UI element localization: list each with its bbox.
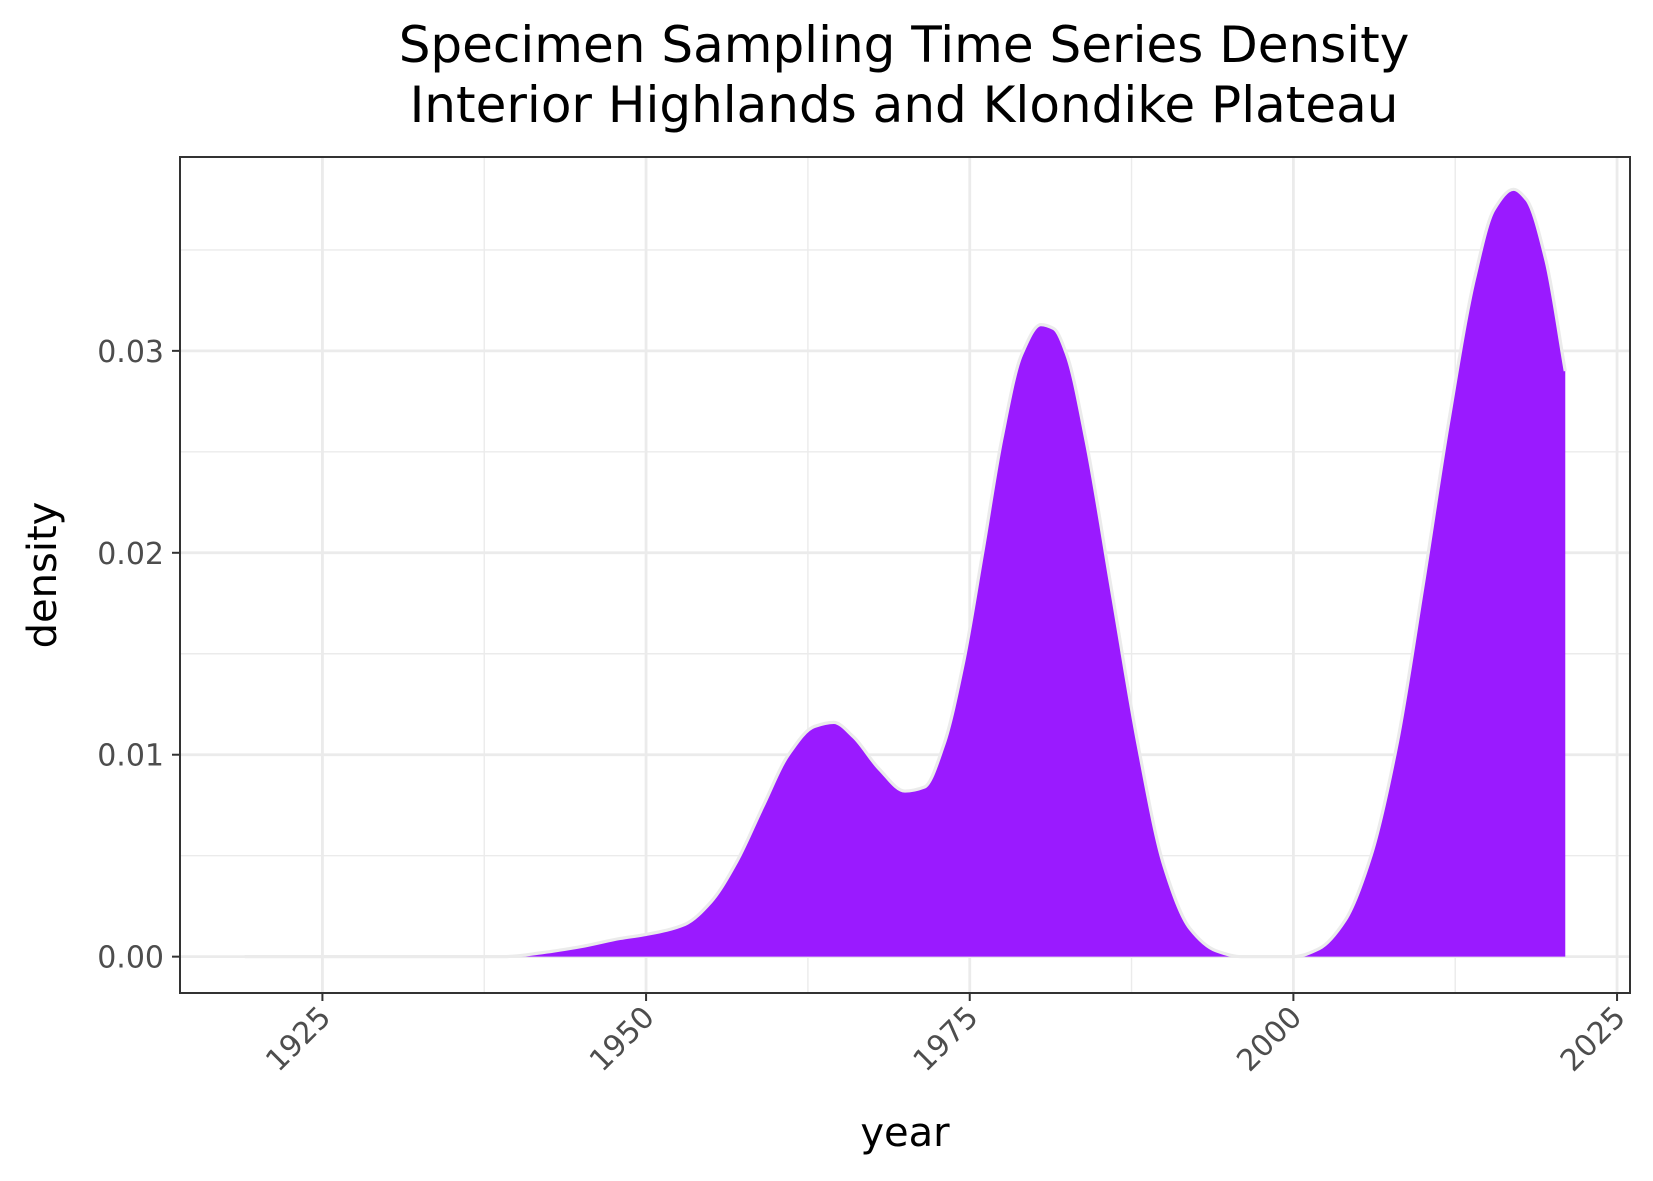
y-tick-label: 0.03 xyxy=(97,335,164,370)
y-axis: 0.00 0.01 0.02 0.03 xyxy=(97,335,180,976)
density-area xyxy=(244,189,1566,957)
y-tick-label: 0.00 xyxy=(97,941,164,976)
y-axis-title: density xyxy=(20,502,66,649)
y-tick-label: 0.01 xyxy=(97,739,164,774)
grid-major-lines xyxy=(180,157,1630,993)
plot-panel-border xyxy=(179,156,1631,994)
chart-title: Specimen Sampling Time Series Density xyxy=(399,16,1410,74)
y-tick-label: 0.02 xyxy=(97,537,164,572)
density-outline xyxy=(244,187,1567,959)
chart-subtitle: Interior Highlands and Klondike Plateau xyxy=(410,76,1399,134)
x-axis-title: year xyxy=(860,1110,950,1156)
density-layer xyxy=(244,187,1567,959)
